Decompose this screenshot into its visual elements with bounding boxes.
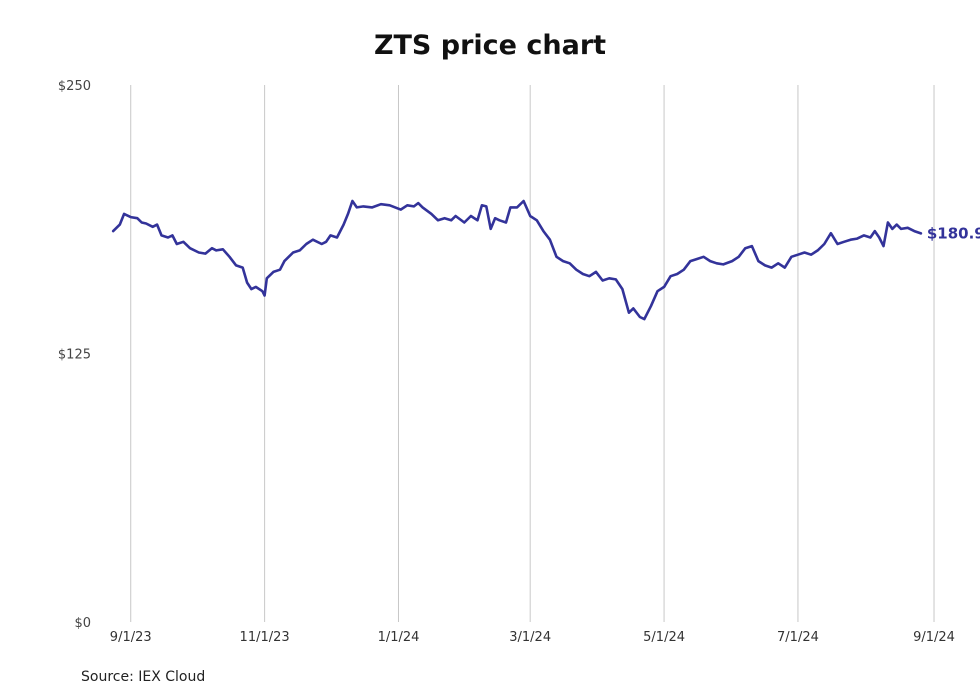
annotations: $180.90 xyxy=(927,224,980,242)
x-tick-label: 1/1/24 xyxy=(378,630,420,645)
x-tick-label: 7/1/24 xyxy=(777,630,819,645)
y-tick-label: $125 xyxy=(58,348,91,363)
source-note: Source: IEX Cloud xyxy=(81,669,206,685)
chart-title: ZTS price chart xyxy=(373,30,607,61)
x-tick-label: 3/1/24 xyxy=(509,630,551,645)
x-tick-label: 9/1/23 xyxy=(110,630,152,645)
x-tick-label: 5/1/24 xyxy=(643,630,685,645)
series-layer xyxy=(111,199,923,321)
x-axis-ticks: 9/1/23 11/1/23 1/1/24 3/1/24 5/1/24 7/1/24 9/1… xyxy=(110,630,955,645)
x-tick-label: 9/1/24 xyxy=(913,630,955,645)
price-line xyxy=(111,199,923,321)
y-axis-ticks: $0 $125 $250 xyxy=(58,79,91,631)
last-value-label: $180.90 xyxy=(927,224,980,242)
gridlines xyxy=(130,85,935,622)
y-tick-label: $250 xyxy=(58,79,91,94)
y-tick-label: $0 xyxy=(74,616,91,631)
x-tick-label: 11/1/23 xyxy=(240,630,290,645)
